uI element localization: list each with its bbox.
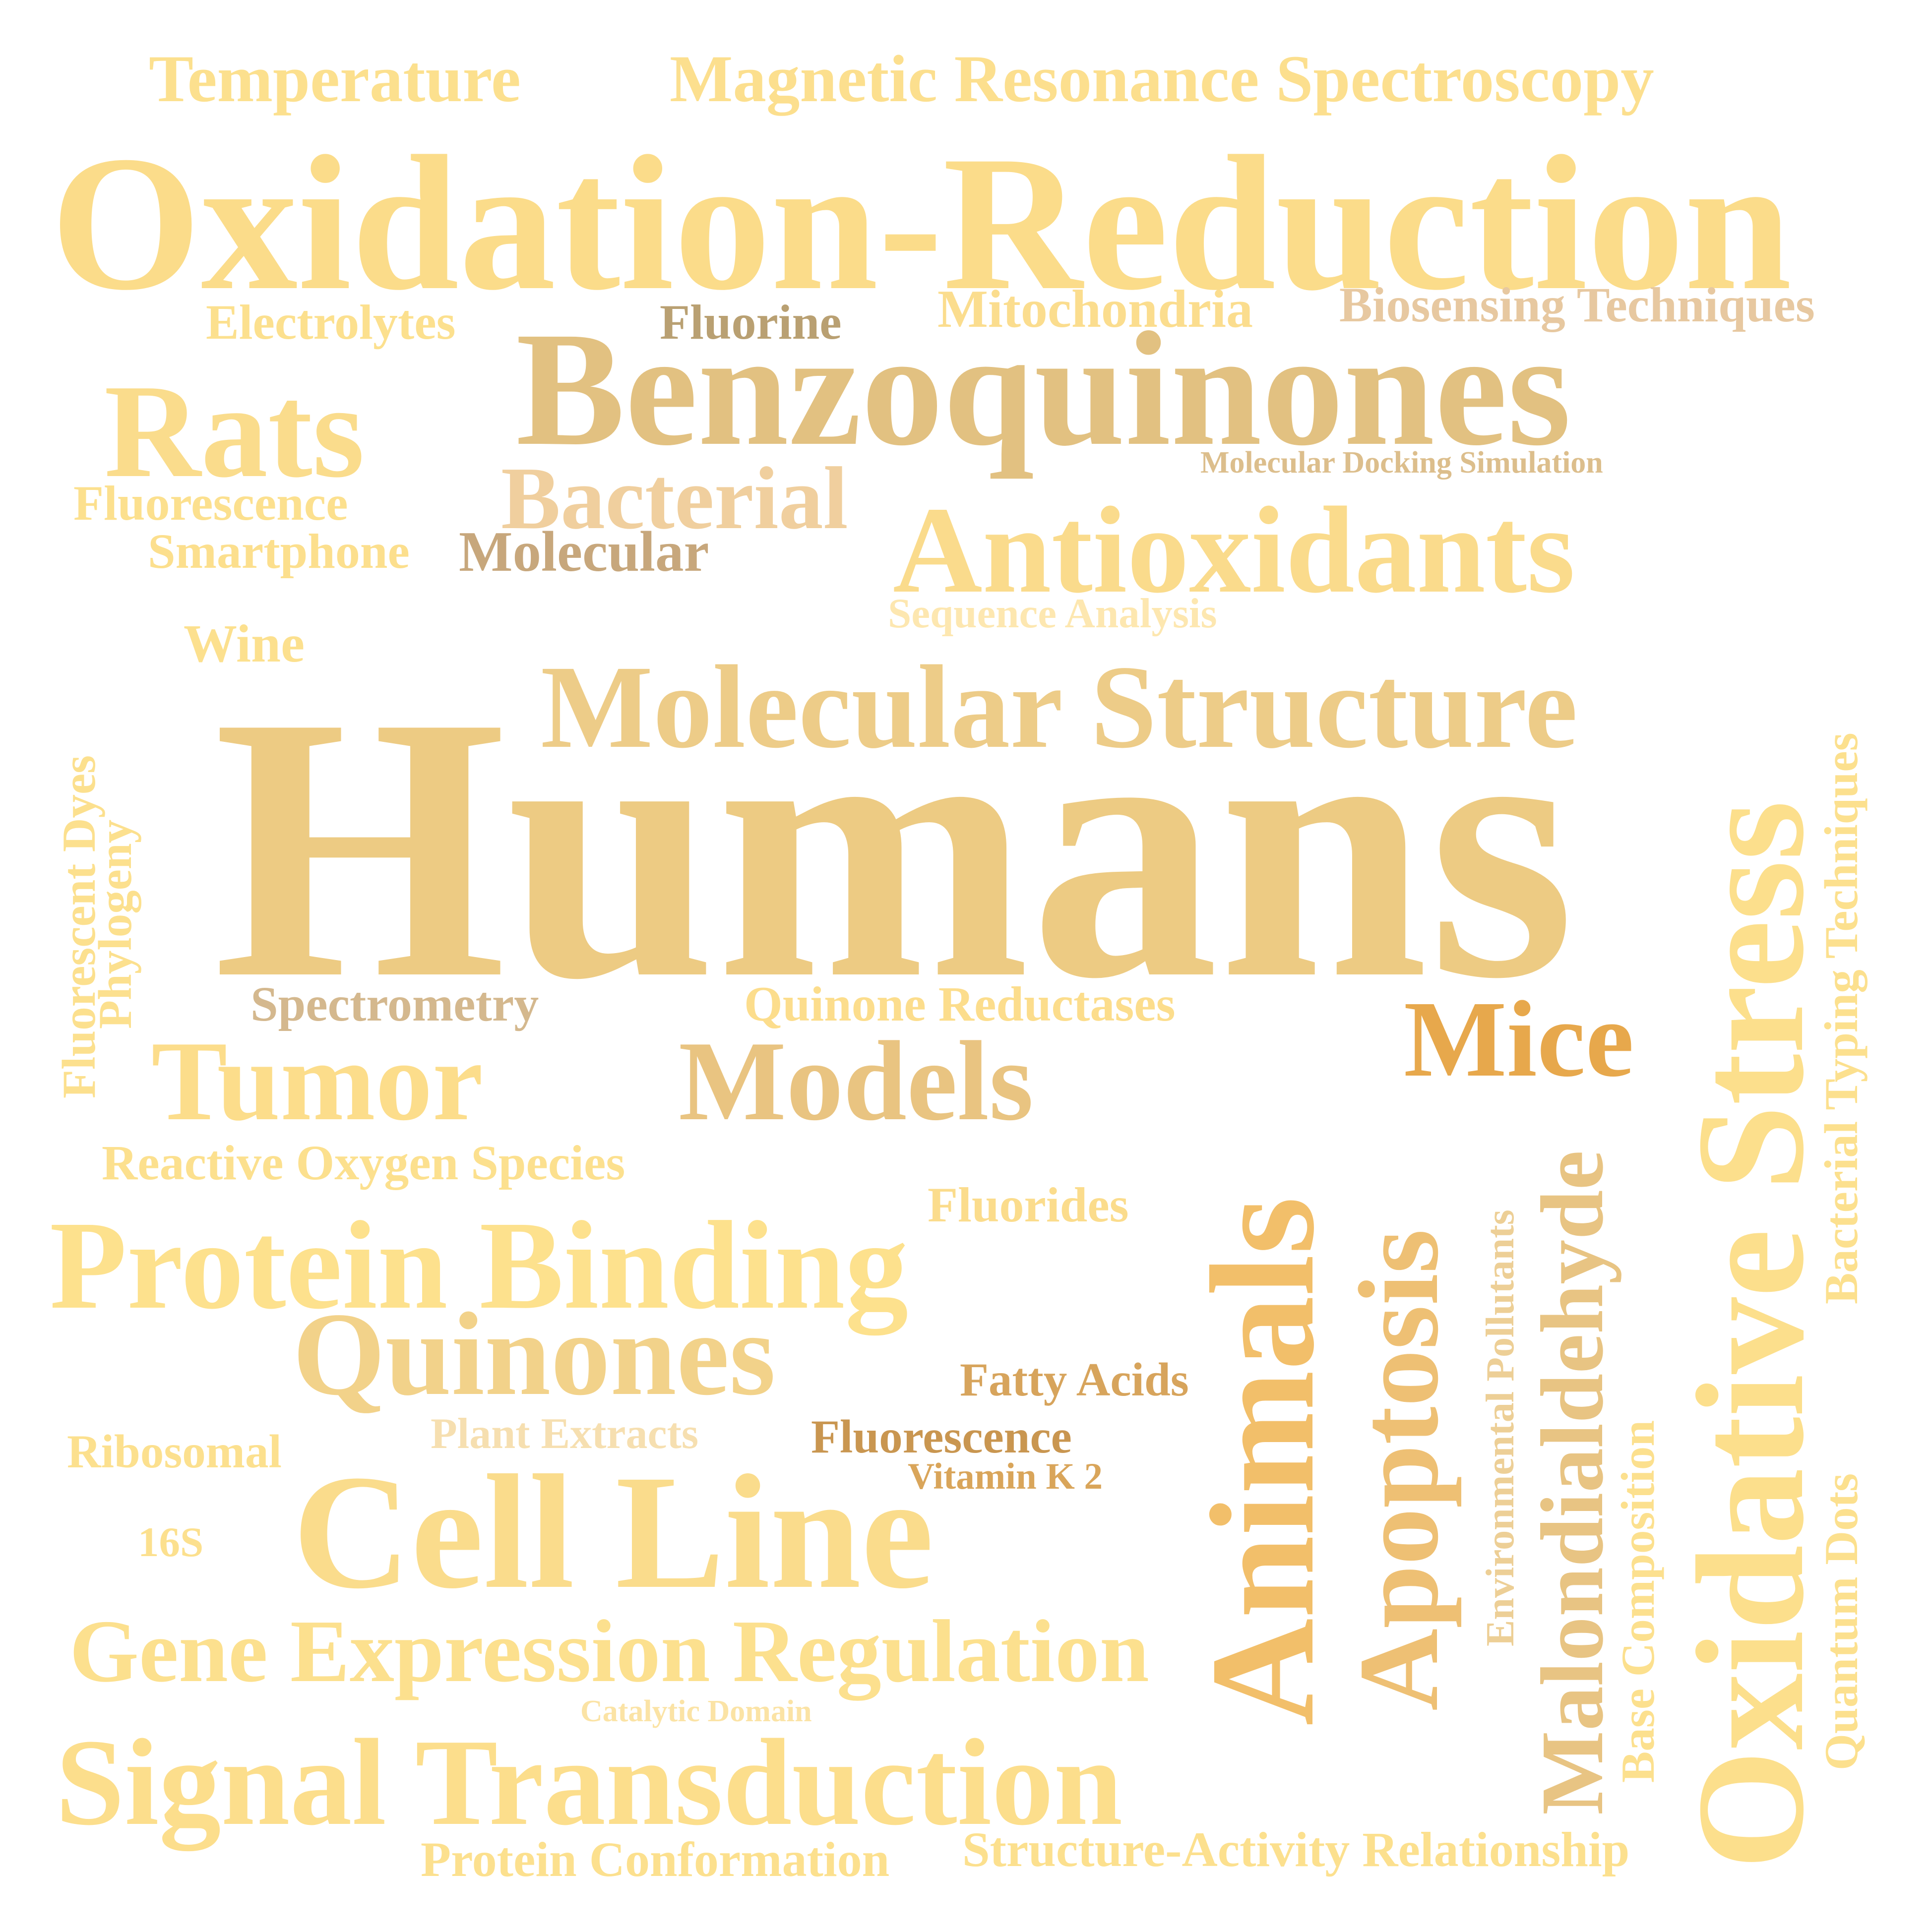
word-quantum-dots: Quantum Dots	[1815, 1473, 1868, 1770]
word-fluorine: Fluorine	[660, 295, 842, 350]
word-antioxidants: Antioxidants	[893, 482, 1575, 619]
word-fluorescence-1: Fluorescence	[73, 476, 348, 531]
word-phylogeny: Phylogeny	[89, 819, 141, 1029]
word-benzoquinones: Benzoquinones	[516, 299, 1571, 480]
word-fluorescence-2: Fluorescence	[811, 1410, 1072, 1463]
word-electrolytes: Electrolytes	[206, 295, 456, 350]
word-bacterial-typing-techniques: Bacterial Typing Techniques	[1815, 732, 1868, 1304]
word-reactive-oxygen-species: Reactive Oxygen Species	[102, 1135, 625, 1190]
word-gene-expression-regulation: Gene Expression Regulation	[69, 1602, 1149, 1700]
word-oxidative-stress: Oxidative Stress	[1666, 800, 1836, 1870]
word-molecular-structure: Molecular Structure	[541, 641, 1578, 773]
word-plant-extracts: Plant Extracts	[431, 1410, 699, 1458]
word-temperature: Temperature	[149, 42, 521, 116]
word-magnetic-resonance-spectroscopy: Magnetic Resonance Spectroscopy	[670, 42, 1654, 116]
word-cell-line: Cell Line	[293, 1442, 934, 1623]
word-models: Models	[679, 1018, 1034, 1144]
word-sequence-analysis: Sequence Analysis	[888, 590, 1217, 637]
word-protein-conformation: Protein Conformation	[421, 1832, 890, 1887]
word-spectrometry: Spectrometry	[250, 976, 539, 1031]
word-ribosomal: Ribosomal	[67, 1425, 282, 1478]
word-fluorides: Fluorides	[928, 1177, 1129, 1232]
word-protein-binding: Protein Binding	[50, 1196, 909, 1335]
word-catalytic-domain: Catalytic Domain	[580, 1694, 812, 1728]
word-molecular: Molecular	[459, 520, 709, 583]
word-quinone-reductases: Quinone Reductases	[744, 976, 1176, 1031]
word-humans: Humans	[213, 639, 1575, 1056]
word-biosensing-techniques: Biosensing Techniques	[1339, 277, 1815, 332]
word-rats: Rats	[104, 357, 365, 505]
word-signal-transduction: Signal Transduction	[56, 1714, 1123, 1851]
word-molecular-docking-simulation: Molecular Docking Simulation	[1200, 446, 1603, 480]
word-bacterial: Bacterial	[501, 449, 848, 547]
word-wine: Wine	[184, 614, 305, 673]
word-fatty-acids: Fatty Acids	[960, 1353, 1189, 1406]
word-vitamin-k2: Vitamin K 2	[908, 1456, 1103, 1497]
word-apoptosis: Apoptosis	[1335, 1229, 1462, 1711]
word-structure-activity-relationship: Structure-Activity Relationship	[962, 1822, 1630, 1877]
word-smartphone: Smartphone	[148, 524, 410, 579]
word-mice: Mice	[1404, 978, 1634, 1099]
word-16s: 16S	[138, 1519, 204, 1566]
word-tumor: Tumor	[151, 1018, 483, 1144]
word-mitochondria: Mitochondria	[937, 280, 1253, 339]
word-malondialdehyde: Malondialdehyde	[1523, 1150, 1621, 1815]
word-animals: Animals	[1180, 1197, 1345, 1726]
word-base-composition: Base Composition	[1612, 1420, 1664, 1783]
word-oxidation-reduction: Oxidation-Reduction	[51, 116, 1792, 330]
word-quinones: Quinones	[293, 1288, 776, 1420]
word-environmental-pollutants: Environmental Pollutants	[1479, 1209, 1522, 1646]
